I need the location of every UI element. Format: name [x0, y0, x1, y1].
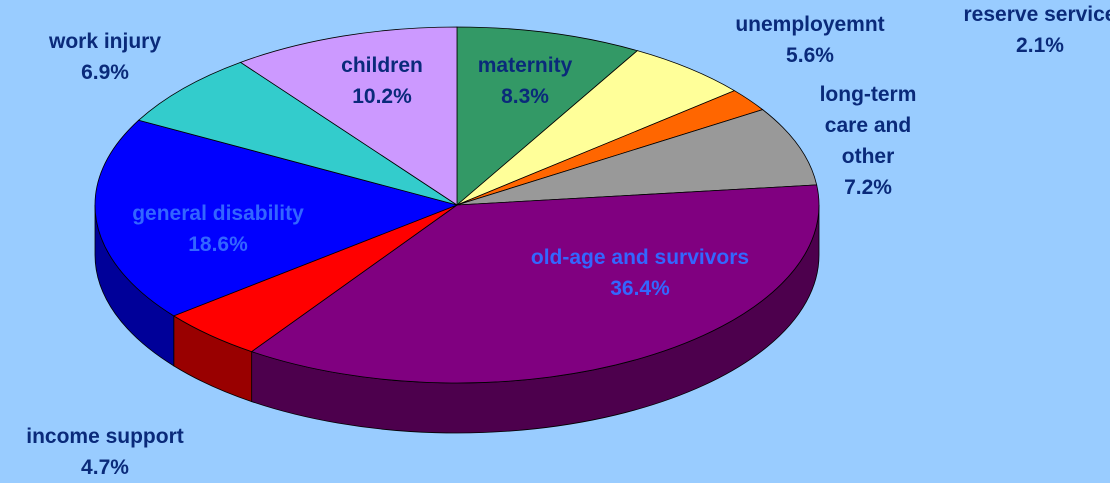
slice: [239, 26, 458, 206]
slice-label: old-age and survivors 36.4%: [531, 242, 749, 304]
category-label: work injury: [48, 30, 162, 53]
value-label: 36.4%: [610, 277, 670, 300]
slice: [456, 109, 818, 206]
slice-label: children 10.2%: [341, 50, 423, 112]
value-label: 8.3%: [501, 85, 549, 108]
slice-label: unemployemnt 5.6%: [735, 9, 884, 71]
slice-label: long-term care and other 7.2%: [798, 79, 938, 203]
value-label: 5.6%: [786, 44, 834, 67]
value-label: 10.2%: [352, 85, 412, 108]
slice: [250, 184, 820, 384]
value-label: 4.7%: [81, 456, 129, 479]
value-label: 2.1%: [1016, 34, 1064, 57]
slice-label: reserve service 2.1%: [964, 0, 1110, 61]
slice-label: general disability 18.6%: [132, 198, 304, 260]
category-label: unemployemnt: [735, 13, 885, 36]
category-label: general disability: [132, 202, 304, 225]
category-label: income support: [26, 425, 184, 448]
category-label: reserve service: [963, 3, 1110, 26]
value-label: 18.6%: [188, 233, 248, 256]
value-label: 6.9%: [81, 61, 129, 84]
slice: [456, 50, 736, 206]
slice: [456, 26, 639, 206]
category-label: maternity: [477, 54, 573, 77]
slice-label: work injury 6.9%: [49, 26, 161, 88]
category-label: old-age and survivors: [530, 246, 750, 269]
slice-label: maternity 8.3%: [478, 50, 573, 112]
slice-label: income support 4.7%: [26, 421, 184, 483]
slice: [137, 61, 458, 206]
value-label: 7.2%: [844, 176, 892, 199]
category-label: children: [341, 54, 423, 77]
slice: [94, 119, 459, 317]
category-label: long-term care and other: [819, 83, 917, 168]
